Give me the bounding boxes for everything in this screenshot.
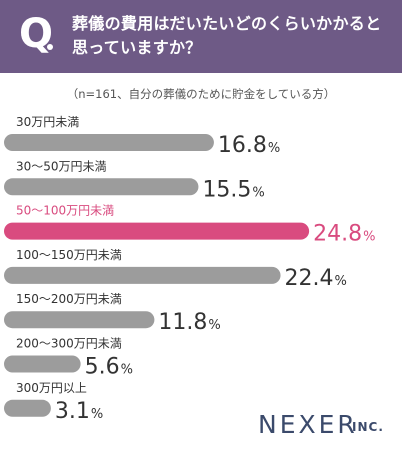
question-title: 葬儀の費用はだいたいどのくらいかかると 思っていますか？ <box>72 12 392 60</box>
bar <box>4 399 51 417</box>
question-dot <box>47 44 53 50</box>
value-label: 22.4% <box>285 266 347 291</box>
category-label: 300万円以上 <box>16 381 87 395</box>
brand-logo-name: NEXER <box>258 410 358 439</box>
bar <box>4 178 199 196</box>
sample-note: （n=161、自分の葬儀のために貯金をしている方） <box>66 87 336 101</box>
category-label: 100～150万円未満 <box>16 248 122 262</box>
bar <box>4 311 155 329</box>
bar <box>4 266 281 284</box>
question-title-line-1: 葬儀の費用はだいたいどのくらいかかると <box>72 14 382 33</box>
category-label: 200～300万円未満 <box>16 337 122 351</box>
bar <box>4 134 214 151</box>
value-label: 5.6% <box>85 355 133 380</box>
brand-logo-suffix: INC. <box>352 420 384 434</box>
question-title-line-2: 思っていますか？ <box>72 38 202 57</box>
bar <box>4 355 81 373</box>
category-label: 150～200万円未満 <box>16 292 122 306</box>
value-label: 11.8% <box>158 310 220 335</box>
category-label: 30～50万円未満 <box>16 159 107 173</box>
value-label: 15.5% <box>202 177 264 202</box>
bar <box>4 222 310 240</box>
question-header: Q 葬儀の費用はだいたいどのくらいかかると 思っていますか？ <box>0 0 402 73</box>
value-label: 3.1% <box>55 399 103 424</box>
category-label: 50～100万円未満 <box>16 204 114 218</box>
category-label: 30万円未満 <box>16 115 79 129</box>
value-label: 24.8% <box>313 222 375 247</box>
value-label: 16.8% <box>218 133 280 158</box>
